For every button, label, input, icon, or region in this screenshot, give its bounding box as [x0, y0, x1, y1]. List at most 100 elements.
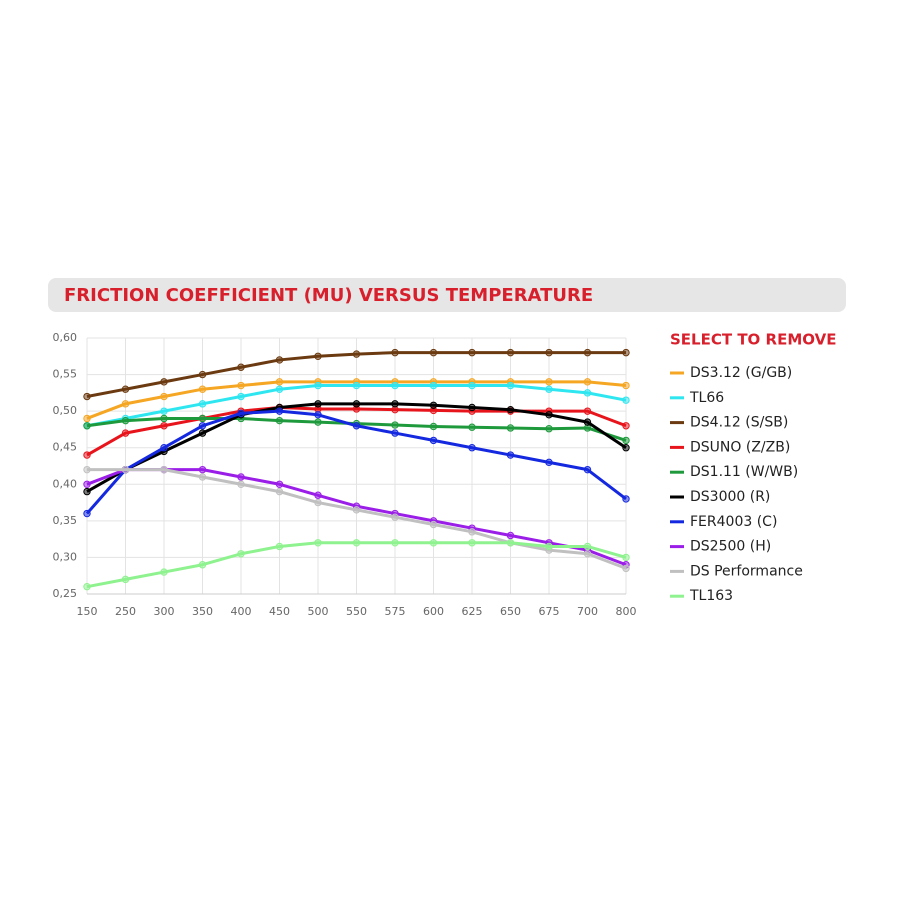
data-point [314, 491, 322, 499]
data-point [198, 414, 207, 423]
data-point [545, 458, 553, 467]
data-point [275, 480, 284, 488]
data-point [391, 429, 399, 437]
x-tick-label: 600 [423, 605, 444, 618]
data-point [352, 539, 361, 547]
data-point [622, 422, 630, 430]
data-point [83, 480, 91, 488]
x-tick-label: 625 [462, 605, 483, 618]
legend-entry[interactable]: DS2500 (H) [690, 539, 771, 555]
x-tick-label: 250 [115, 605, 136, 618]
data-point [506, 405, 515, 414]
data-point [314, 352, 322, 360]
data-point [391, 400, 399, 408]
data-point [545, 385, 553, 393]
data-point [352, 506, 361, 514]
data-point [237, 473, 245, 481]
data-point [622, 348, 630, 357]
data-point [429, 520, 438, 529]
x-tick-label: 550 [346, 605, 367, 618]
y-tick-label: 0,60 [53, 331, 78, 344]
x-tick-label: 500 [308, 605, 329, 618]
data-point [468, 444, 476, 452]
data-point [545, 378, 553, 386]
data-point [391, 348, 399, 357]
data-point [545, 424, 553, 433]
legend-entry[interactable]: FER4003 (C) [690, 514, 777, 530]
data-point [506, 539, 515, 547]
legend-entry[interactable]: TL66 [689, 390, 724, 406]
data-point [83, 582, 91, 591]
data-point [583, 348, 592, 357]
data-point [237, 392, 245, 401]
legend-entry[interactable]: TL163 [689, 588, 733, 604]
data-point [622, 396, 630, 404]
legend-entry[interactable]: DS3.12 (G/GB) [690, 365, 792, 381]
data-point [275, 385, 284, 393]
x-tick-label: 450 [269, 605, 290, 618]
data-point [237, 550, 245, 558]
data-point [622, 553, 630, 562]
data-point [160, 407, 168, 415]
data-point [275, 487, 284, 496]
data-point [391, 513, 399, 521]
x-tick-label: 650 [500, 605, 521, 618]
data-point [468, 403, 476, 412]
x-tick-label: 675 [539, 605, 560, 618]
data-point [83, 451, 91, 459]
data-point [468, 528, 476, 536]
data-point [391, 421, 399, 429]
legend-entry[interactable]: DS1.11 (W/WB) [690, 464, 798, 480]
data-point [352, 381, 361, 390]
data-point [583, 389, 592, 397]
data-point [275, 407, 284, 415]
data-point [468, 423, 476, 431]
data-point [583, 407, 592, 415]
data-point [622, 495, 630, 503]
data-point [622, 436, 630, 445]
legend-entry[interactable]: DS Performance [690, 563, 803, 579]
data-point [545, 411, 553, 419]
data-point [583, 465, 592, 474]
data-point [314, 539, 322, 547]
data-point [314, 411, 322, 419]
data-point [121, 400, 130, 408]
data-point [583, 418, 592, 426]
data-point [198, 429, 207, 437]
data-point [352, 422, 361, 430]
data-point [160, 392, 168, 401]
data-point [583, 550, 592, 558]
data-point [275, 378, 284, 386]
data-point [198, 385, 207, 393]
data-point [83, 509, 91, 518]
data-point [506, 531, 515, 540]
legend-entry[interactable]: DSUNO (Z/ZB) [690, 439, 790, 455]
data-point [121, 385, 130, 393]
data-point [506, 348, 515, 357]
data-point [198, 473, 207, 481]
data-point [160, 444, 168, 452]
data-point [160, 465, 168, 474]
legend-entry[interactable]: DS3000 (R) [690, 489, 770, 505]
data-point [275, 416, 284, 425]
data-point [198, 561, 207, 569]
data-point [314, 498, 322, 507]
data-point [83, 392, 91, 401]
data-point [506, 381, 515, 390]
data-point [121, 465, 130, 474]
data-point [237, 381, 245, 390]
y-tick-label: 0,50 [53, 404, 78, 417]
data-point [429, 348, 438, 357]
legend-entry[interactable]: DS4.12 (S/SB) [690, 415, 788, 431]
data-point [83, 422, 91, 430]
data-point [391, 381, 399, 390]
data-point [429, 401, 438, 409]
x-tick-label: 400 [231, 605, 252, 618]
data-point [429, 436, 438, 445]
data-point [545, 348, 553, 357]
y-tick-label: 0,35 [53, 514, 78, 527]
y-tick-label: 0,30 [53, 550, 78, 563]
x-tick-label: 575 [385, 605, 406, 618]
data-point [237, 363, 245, 371]
data-point [506, 451, 515, 459]
